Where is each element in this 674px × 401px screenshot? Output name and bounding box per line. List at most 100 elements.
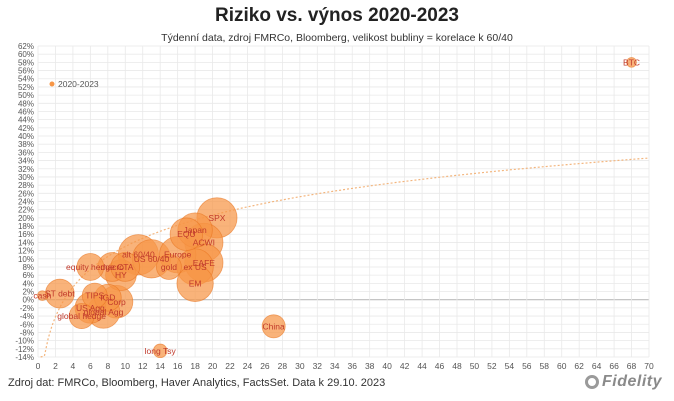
- y-tick-label: 34%: [18, 157, 34, 166]
- bubble-label: macro: [100, 262, 124, 272]
- y-tick-label: 30%: [18, 173, 34, 182]
- bubble: [68, 303, 95, 329]
- bubble-label: Corp: [107, 297, 126, 307]
- x-tick-label: 50: [470, 361, 480, 370]
- bubble: [81, 282, 108, 309]
- bubble-label: cash: [33, 291, 51, 301]
- source-note: Zdroj dat: FMRCo, Bloomberg, Haver Analy…: [8, 377, 386, 389]
- bubble-label: BTC: [623, 57, 640, 67]
- y-tick-label: 10%: [18, 255, 34, 264]
- x-tick-label: 36: [347, 361, 357, 370]
- y-tick-label: 44%: [18, 116, 34, 125]
- bubble-label: Europe: [164, 250, 192, 260]
- bubble-label: ACWI: [193, 237, 215, 247]
- x-tick-label: 66: [609, 361, 619, 370]
- bubble-label: ex US: [184, 262, 207, 272]
- bubble-label: Japan: [184, 225, 207, 235]
- bubble: [76, 253, 105, 281]
- grid-layer: [37, 45, 650, 358]
- y-tick-label: 42%: [18, 124, 34, 133]
- y-tick-label: 6%: [22, 271, 34, 280]
- y-tick-label: -6%: [20, 320, 34, 329]
- bubble-label: TIPS: [85, 291, 104, 301]
- x-tick-label: 4: [71, 361, 76, 370]
- x-tick-label: 10: [121, 361, 131, 370]
- y-tick-label: 18%: [18, 222, 34, 231]
- y-tick-label: 58%: [18, 58, 34, 67]
- bubble-layer: [37, 57, 637, 359]
- x-tick-label: 0: [36, 361, 41, 370]
- chart-title: Riziko vs. výnos 2020-2023: [215, 5, 459, 26]
- y-tick-label: 46%: [18, 107, 34, 116]
- x-tick-label: 8: [105, 361, 110, 370]
- y-tick-label: -14%: [15, 353, 34, 362]
- logo-mark-icon: [584, 375, 599, 389]
- y-tick-label: -8%: [20, 328, 34, 337]
- bubble-label: EAFE: [193, 258, 216, 268]
- bubble-label: EM: [189, 278, 202, 288]
- x-tick-label: 16: [173, 361, 183, 370]
- y-tick-label: 4%: [22, 279, 34, 288]
- legend-label: 2020-2023: [58, 79, 99, 89]
- y-tick-label: 52%: [18, 83, 34, 92]
- bubble-label: HY: [115, 270, 127, 280]
- x-tick-label: 64: [592, 361, 602, 370]
- bubble-label: SPX: [208, 213, 225, 223]
- bubble-label: gold: [161, 262, 177, 272]
- bubble: [626, 57, 637, 68]
- y-tick-label: 60%: [18, 50, 34, 59]
- y-tick-label: 38%: [18, 140, 34, 149]
- x-tick-label: 34: [330, 361, 340, 370]
- y-tick-label: 22%: [18, 206, 34, 215]
- fidelity-logo: Fidelity: [584, 373, 662, 391]
- bubble: [261, 314, 286, 339]
- x-tick-label: 62: [574, 361, 584, 370]
- x-tick-label: 2: [53, 361, 58, 370]
- x-tick-label: 18: [190, 361, 200, 370]
- y-tick-label: 14%: [18, 238, 34, 247]
- y-tick-label: 28%: [18, 181, 34, 190]
- x-tick-label: 24: [243, 361, 253, 370]
- x-tick-label: 68: [627, 361, 637, 370]
- x-tick-label: 70: [644, 361, 654, 370]
- x-tick-label: 30: [295, 361, 305, 370]
- y-tick-label: 12%: [18, 247, 34, 256]
- bubble-label: ST debt: [45, 289, 75, 299]
- bubble: [110, 252, 141, 282]
- x-tick-label: 44: [417, 361, 427, 370]
- y-tick-label: -4%: [20, 312, 34, 321]
- x-tick-label: 28: [278, 361, 288, 370]
- x-tick-label: 26: [260, 361, 270, 370]
- y-tick-label: 62%: [18, 42, 34, 51]
- bubble: [156, 254, 182, 280]
- x-tick-label: 6: [88, 361, 93, 370]
- y-tick-label: 40%: [18, 132, 34, 141]
- y-tick-label: 16%: [18, 230, 34, 239]
- y-tick-label: 8%: [22, 263, 34, 272]
- bubble-label: EQU: [177, 229, 195, 239]
- x-tick-label: 52: [487, 361, 497, 370]
- x-tick-label: 32: [313, 361, 323, 370]
- axis-layer: 62%60%58%56%54%52%50% 4 8% 46%44%42%40%38% 3…: [15, 42, 654, 370]
- chart-subtitle: Týdenní data, zdroj FMRCo, Bloomberg, ve…: [161, 32, 513, 44]
- bubble: [176, 264, 214, 302]
- bubble: [169, 217, 204, 251]
- y-tick-label: -10%: [15, 337, 34, 346]
- y-tick-label: 24%: [18, 198, 34, 207]
- y-tick-label: 56%: [18, 67, 34, 76]
- bubble-label: China: [263, 321, 285, 331]
- bubble-label: alt 60/40: [122, 250, 155, 260]
- y-tick-label: 50%: [18, 91, 34, 100]
- legend-layer: 2020-2023: [49, 79, 99, 89]
- bubble-label: CTA: [117, 262, 134, 272]
- y-tick-label: 54%: [18, 75, 34, 84]
- bubble-label: equity hedge: [66, 262, 115, 272]
- x-tick-label: 58: [540, 361, 550, 370]
- x-tick-label: 56: [522, 361, 532, 370]
- x-tick-label: 46: [435, 361, 445, 370]
- bubble-label: global Agg: [84, 307, 124, 317]
- bubble: [152, 343, 168, 359]
- bubble-chart: 62%60%58%56%54%52%50% 4 8% 46%44%42%40%38% 3…: [15, 42, 654, 370]
- x-tick-label: 42: [400, 361, 410, 370]
